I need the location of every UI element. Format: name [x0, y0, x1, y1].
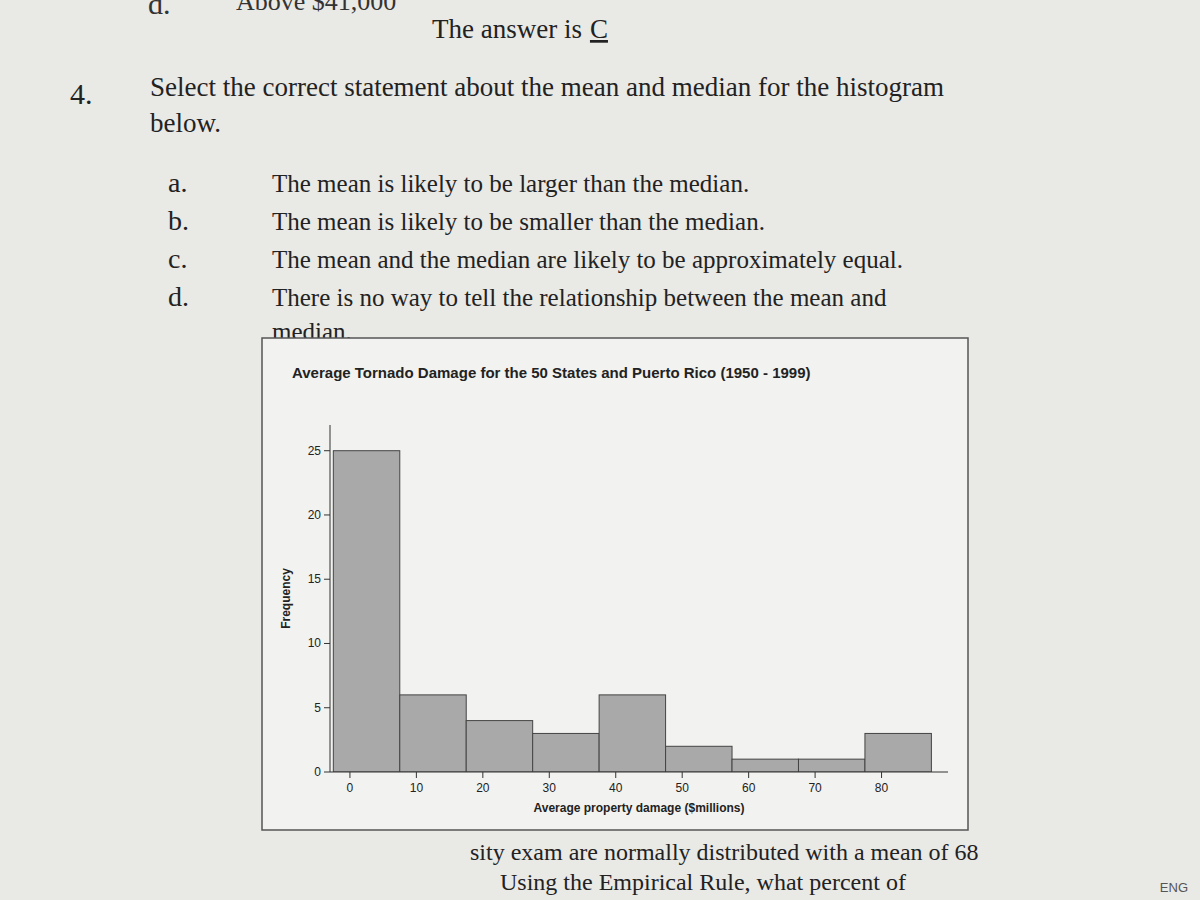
histogram-bar: [666, 746, 732, 772]
y-axis-label: Frequency: [279, 568, 293, 629]
y-tick-label: 0: [314, 765, 321, 779]
chart-title: Average Tornado Damage for the 50 States…: [292, 364, 811, 381]
question-text: below.: [150, 108, 221, 138]
x-tick: [682, 772, 683, 778]
prev-option-letter: d.: [148, 0, 171, 20]
y-tick: [324, 579, 330, 580]
x-axis-label: Average property damage ($millions): [534, 801, 745, 815]
prev-option-text: Above $41,000: [236, 0, 396, 16]
x-tick: [349, 772, 350, 778]
x-tick-label: 0: [347, 781, 354, 795]
x-tick-label: 40: [609, 781, 623, 795]
x-tick: [815, 772, 816, 778]
histogram-chart: Average Tornado Damage for the 50 States…: [262, 338, 968, 830]
histogram-bar: [599, 695, 665, 772]
y-tick-label: 15: [308, 572, 322, 586]
y-tick: [324, 772, 330, 773]
x-tick: [416, 772, 417, 778]
histogram-bar: [865, 733, 931, 772]
x-tick-label: 60: [742, 781, 756, 795]
option-letter: d.: [168, 281, 189, 312]
histogram-bar: [333, 451, 399, 772]
x-tick-label: 80: [875, 781, 889, 795]
x-tick-label: 10: [410, 781, 424, 795]
y-tick-label: 20: [308, 508, 322, 522]
y-tick-label: 10: [308, 636, 322, 650]
chart-frame: [262, 338, 968, 830]
x-tick: [748, 772, 749, 778]
y-axis-line: [330, 425, 331, 772]
x-tick: [615, 772, 616, 778]
histogram-bar: [533, 733, 599, 772]
option-letter: b.: [168, 205, 189, 236]
x-tick: [549, 772, 550, 778]
answer-letter: C: [590, 14, 608, 44]
x-axis-line: [330, 772, 948, 773]
option-letter: a.: [168, 167, 187, 198]
histogram-bar: [732, 759, 798, 772]
y-tick: [324, 643, 330, 644]
question-text: Select the correct statement about the m…: [150, 72, 944, 102]
x-tick-label: 30: [543, 781, 557, 795]
taskbar-language: ENG: [1160, 880, 1188, 895]
option-text: There is no way to tell the relationship…: [272, 284, 887, 311]
x-tick-label: 20: [476, 781, 490, 795]
x-tick-label: 50: [676, 781, 690, 795]
histogram-bar: [466, 721, 532, 772]
y-tick-label: 25: [308, 444, 322, 458]
histogram-bar: [400, 695, 466, 772]
option-text: The mean is likely to be smaller than th…: [272, 208, 765, 235]
y-tick: [324, 450, 330, 451]
x-tick: [881, 772, 882, 778]
answer-prefix: The answer is: [432, 14, 582, 44]
option-text: The mean is likely to be larger than the…: [272, 170, 749, 197]
bars: [333, 451, 931, 772]
footer-text: Using the Empirical Rule, what percent o…: [500, 869, 906, 895]
y-tick: [324, 707, 330, 708]
question-number: 4.: [70, 77, 93, 110]
y-tick: [324, 514, 330, 515]
option-text: The mean and the median are likely to be…: [272, 246, 903, 273]
footer-text: sity exam are normally distributed with …: [470, 839, 979, 865]
option-letter: c.: [168, 243, 187, 274]
x-tick: [482, 772, 483, 778]
histogram-bar: [798, 759, 864, 772]
page-background: [0, 0, 1200, 900]
y-tick-label: 5: [314, 701, 321, 715]
x-tick-label: 70: [808, 781, 822, 795]
